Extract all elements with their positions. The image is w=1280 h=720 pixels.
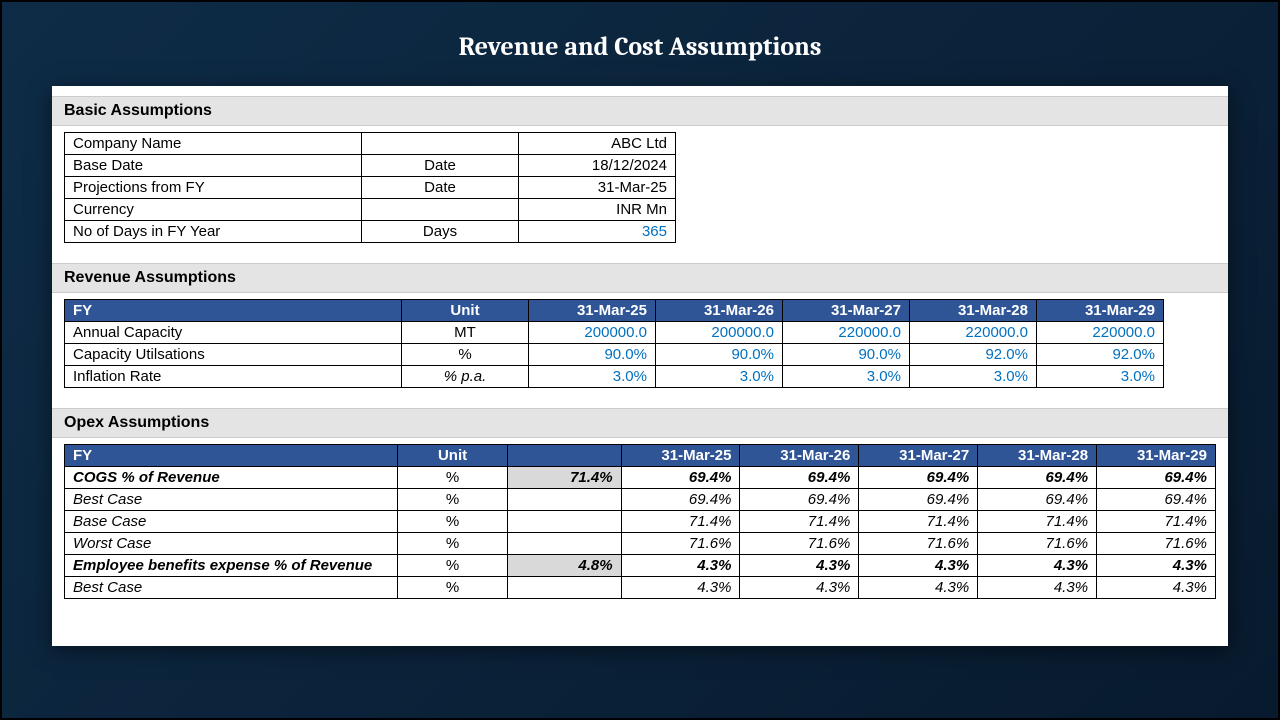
table-header: FYUnit31-Mar-2531-Mar-2631-Mar-2731-Mar-… (65, 300, 1164, 322)
slide: Revenue and Cost Assumptions Basic Assum… (0, 0, 1280, 720)
table-row: Employee benefits expense % of Revenue%4… (65, 555, 1216, 577)
table-row: Currency INR Mn (65, 199, 676, 221)
revenue-assumptions-table: FYUnit31-Mar-2531-Mar-2631-Mar-2731-Mar-… (64, 299, 1164, 388)
section-opex-title: Opex Assumptions (52, 408, 1228, 438)
basic-label: Company Name (65, 133, 362, 155)
basic-unit: Days (362, 221, 519, 243)
basic-unit: Date (362, 155, 519, 177)
basic-label: Projections from FY (65, 177, 362, 199)
table-row: Best Case%69.4%69.4%69.4%69.4%69.4% (65, 489, 1216, 511)
section-revenue-title: Revenue Assumptions (52, 263, 1228, 293)
basic-label: Currency (65, 199, 362, 221)
table-row: Company Name ABC Ltd (65, 133, 676, 155)
content-panel: Basic Assumptions Company NameABC LtdBas… (52, 86, 1228, 646)
basic-unit (362, 199, 519, 221)
basic-unit: Date (362, 177, 519, 199)
page-title: Revenue and Cost Assumptions (2, 2, 1278, 86)
table-row: Worst Case%71.6%71.6%71.6%71.6%71.6% (65, 533, 1216, 555)
table-row: Projections from FYDate31-Mar-25 (65, 177, 676, 199)
table-row: No of Days in FY YearDays365 (65, 221, 676, 243)
basic-value: ABC Ltd (519, 133, 676, 155)
section-basic-title: Basic Assumptions (52, 96, 1228, 126)
basic-label: No of Days in FY Year (65, 221, 362, 243)
basic-value: INR Mn (519, 199, 676, 221)
table-row: Inflation Rate% p.a.3.0%3.0%3.0%3.0%3.0% (65, 366, 1164, 388)
table-header: FYUnit31-Mar-2531-Mar-2631-Mar-2731-Mar-… (65, 445, 1216, 467)
table-row: Base Case%71.4%71.4%71.4%71.4%71.4% (65, 511, 1216, 533)
basic-value: 31-Mar-25 (519, 177, 676, 199)
table-row: Capacity Utilsations%90.0%90.0%90.0%92.0… (65, 344, 1164, 366)
basic-value: 18/12/2024 (519, 155, 676, 177)
table-row: Best Case%4.3%4.3%4.3%4.3%4.3% (65, 577, 1216, 599)
table-row: Annual CapacityMT200000.0200000.0220000.… (65, 322, 1164, 344)
basic-value: 365 (519, 221, 676, 243)
basic-assumptions-table: Company NameABC LtdBase DateDate18/12/20… (64, 132, 676, 243)
table-row: Base DateDate18/12/2024 (65, 155, 676, 177)
table-row: COGS % of Revenue%71.4%69.4%69.4%69.4%69… (65, 467, 1216, 489)
basic-label: Base Date (65, 155, 362, 177)
opex-assumptions-table: FYUnit31-Mar-2531-Mar-2631-Mar-2731-Mar-… (64, 444, 1216, 599)
basic-unit (362, 133, 519, 155)
